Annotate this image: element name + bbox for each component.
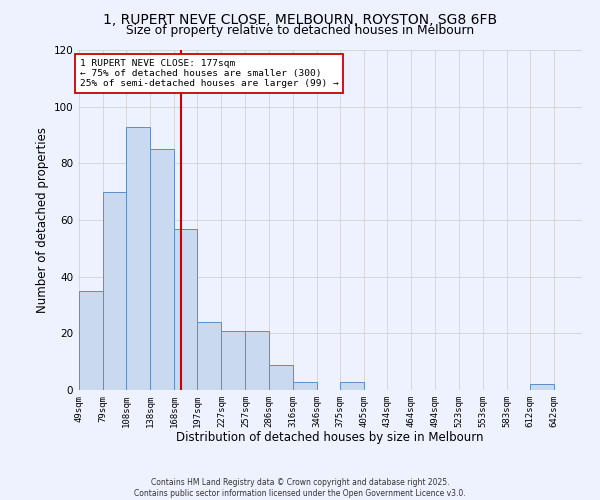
Y-axis label: Number of detached properties: Number of detached properties <box>36 127 49 313</box>
Bar <box>126 126 150 390</box>
Bar <box>79 291 103 390</box>
Bar <box>340 382 364 390</box>
Bar <box>197 322 221 390</box>
Bar <box>174 228 197 390</box>
Text: 1 RUPERT NEVE CLOSE: 177sqm
← 75% of detached houses are smaller (300)
25% of se: 1 RUPERT NEVE CLOSE: 177sqm ← 75% of det… <box>80 58 338 88</box>
Bar <box>530 384 554 390</box>
Bar <box>245 330 269 390</box>
Bar <box>103 192 126 390</box>
Bar <box>221 330 245 390</box>
Bar <box>269 364 293 390</box>
Text: Contains HM Land Registry data © Crown copyright and database right 2025.
Contai: Contains HM Land Registry data © Crown c… <box>134 478 466 498</box>
Text: 1, RUPERT NEVE CLOSE, MELBOURN, ROYSTON, SG8 6FB: 1, RUPERT NEVE CLOSE, MELBOURN, ROYSTON,… <box>103 12 497 26</box>
Text: Size of property relative to detached houses in Melbourn: Size of property relative to detached ho… <box>126 24 474 37</box>
Bar <box>150 149 174 390</box>
X-axis label: Distribution of detached houses by size in Melbourn: Distribution of detached houses by size … <box>176 432 484 444</box>
Bar <box>293 382 317 390</box>
